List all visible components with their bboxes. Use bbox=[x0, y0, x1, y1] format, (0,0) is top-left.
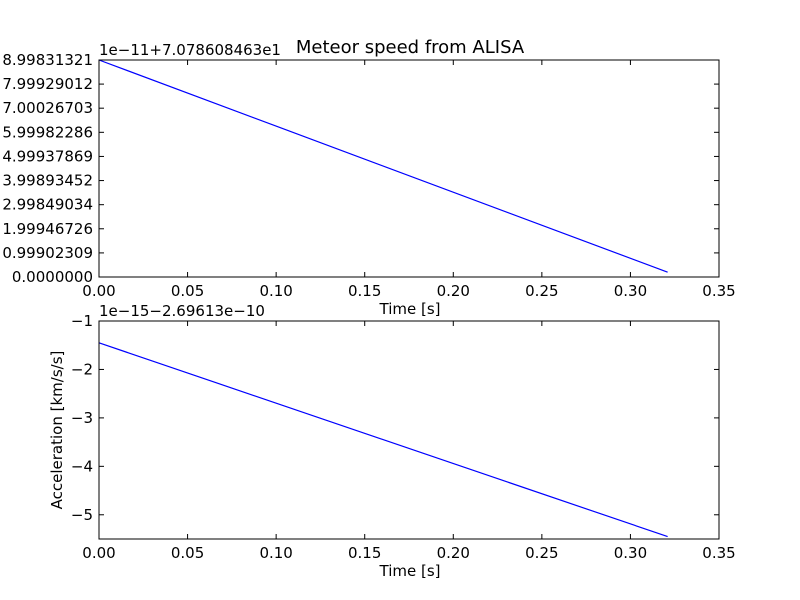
acceleration-subplot: 0.00 0.05 0.10 0.15 0.20 0.25 0.30 0.35 −1 −2 −3 −4… bbox=[48, 302, 736, 580]
acceleration-x-tick-label: 0.25 bbox=[525, 544, 558, 562]
acceleration-y-tick-label: −2 bbox=[71, 360, 93, 378]
speed-series-line-0 bbox=[98, 59, 668, 273]
speed-x-tick-label: 0.00 bbox=[82, 282, 115, 300]
speed-x-tick-label: 0.25 bbox=[525, 282, 558, 300]
acceleration-y-tick-label: −3 bbox=[71, 409, 93, 427]
acceleration-y-axis-label: Acceleration [km/s/s] bbox=[48, 351, 66, 510]
speed-y-tick-label: 8.99831321 bbox=[2, 51, 93, 69]
speed-y-tick-label: 5.99982286 bbox=[2, 123, 93, 141]
speed-y-tick-label: 2.99849034 bbox=[2, 196, 93, 214]
speed-x-tick-label: 0.15 bbox=[348, 282, 381, 300]
speed-x-tick-label: 0.10 bbox=[259, 282, 292, 300]
speed-chart-title: Meteor speed from ALISA bbox=[296, 37, 525, 58]
acceleration-x-tick-label: 0.15 bbox=[348, 544, 381, 562]
acceleration-y-tick-label: −4 bbox=[71, 457, 93, 475]
speed-offset-text: 1e−11+7.078608463e1 bbox=[99, 41, 281, 59]
speed-y-tick-label: 3.99893452 bbox=[2, 172, 93, 190]
acceleration-plot-frame bbox=[98, 320, 720, 540]
speed-x-tick-label: 0.05 bbox=[171, 282, 204, 300]
acceleration-x-axis-label: Time [s] bbox=[379, 562, 441, 580]
speed-x-tick-label: 0.30 bbox=[614, 282, 647, 300]
speed-y-tick-label: 7.00026703 bbox=[2, 99, 93, 117]
acceleration-x-tick-label: 0.00 bbox=[82, 544, 115, 562]
speed-plot-frame bbox=[98, 59, 720, 278]
acceleration-x-tick-label: 0.35 bbox=[702, 544, 735, 562]
acceleration-x-tick-label: 0.10 bbox=[259, 544, 292, 562]
acceleration-offset-text: 1e−15−2.69613e−10 bbox=[99, 302, 265, 320]
speed-x-tick-label: 0.35 bbox=[702, 282, 735, 300]
speed-y-tick-label: 4.99937869 bbox=[2, 147, 93, 165]
acceleration-series-line-0 bbox=[98, 342, 668, 538]
speed-x-axis-label: Time [s] bbox=[379, 300, 441, 318]
speed-subplot: 0.00 0.05 0.10 0.15 0.20 0.25 0.30 0.35 0.000000… bbox=[2, 37, 735, 318]
speed-y-tick-label: 0.0000000 bbox=[12, 268, 93, 286]
speed-x-tick-label: 0.20 bbox=[437, 282, 470, 300]
acceleration-x-tick-label: 0.20 bbox=[437, 544, 470, 562]
acceleration-y-tick-label: −1 bbox=[71, 312, 93, 330]
speed-y-tick-label: 1.99946726 bbox=[2, 220, 93, 238]
acceleration-y-tick-label: −5 bbox=[71, 506, 93, 524]
acceleration-x-tick-label: 0.05 bbox=[171, 544, 204, 562]
speed-y-tick-label: 0.99902309 bbox=[2, 244, 93, 262]
acceleration-x-tick-label: 0.30 bbox=[614, 544, 647, 562]
speed-y-tick-label: 7.99929012 bbox=[2, 75, 93, 93]
